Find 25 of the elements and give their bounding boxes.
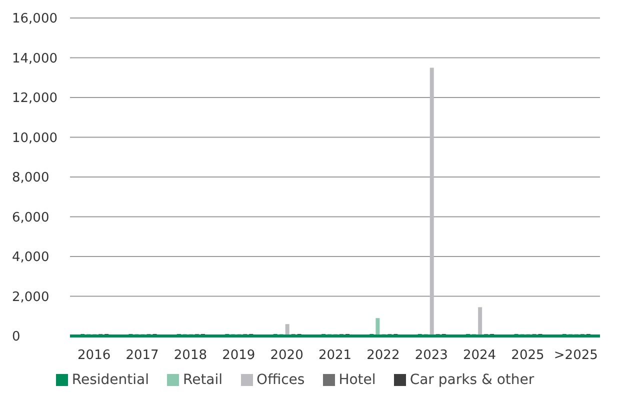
- x-tick-label: 2023: [414, 348, 448, 364]
- x-tick-label: 2024: [463, 348, 496, 364]
- legend-label: Residential: [72, 372, 149, 388]
- y-tick-label: 12,000: [12, 91, 58, 106]
- x-tick-label: 2020: [270, 348, 304, 364]
- x-tick-label: 2022: [366, 348, 400, 364]
- x-tick-label: 2019: [222, 348, 256, 364]
- x-tick-label: 2016: [78, 348, 111, 364]
- y-tick-label: 14,000: [12, 51, 58, 66]
- y-tick-label: 8,000: [12, 170, 50, 186]
- x-tick-label: 2021: [318, 348, 352, 364]
- x-tick-label: >2025: [554, 348, 598, 364]
- x-tick-label: 2017: [126, 348, 159, 364]
- y-tick-label: 0: [12, 330, 20, 345]
- y-tick-label: 10,000: [12, 130, 58, 146]
- y-tick-label: 2,000: [12, 290, 50, 305]
- y-tick-label: 16,000: [12, 12, 58, 27]
- legend-label: Retail: [182, 372, 223, 388]
- legend-label: Car parks & other: [410, 372, 534, 388]
- y-tick-label: 4,000: [12, 250, 50, 266]
- y-tick-label: 6,000: [12, 210, 50, 226]
- legend-label: Offices: [256, 372, 305, 388]
- legend-label: Hotel: [338, 372, 376, 388]
- x-tick-label: 2025: [511, 348, 544, 364]
- x-tick-label: 2018: [174, 348, 207, 364]
